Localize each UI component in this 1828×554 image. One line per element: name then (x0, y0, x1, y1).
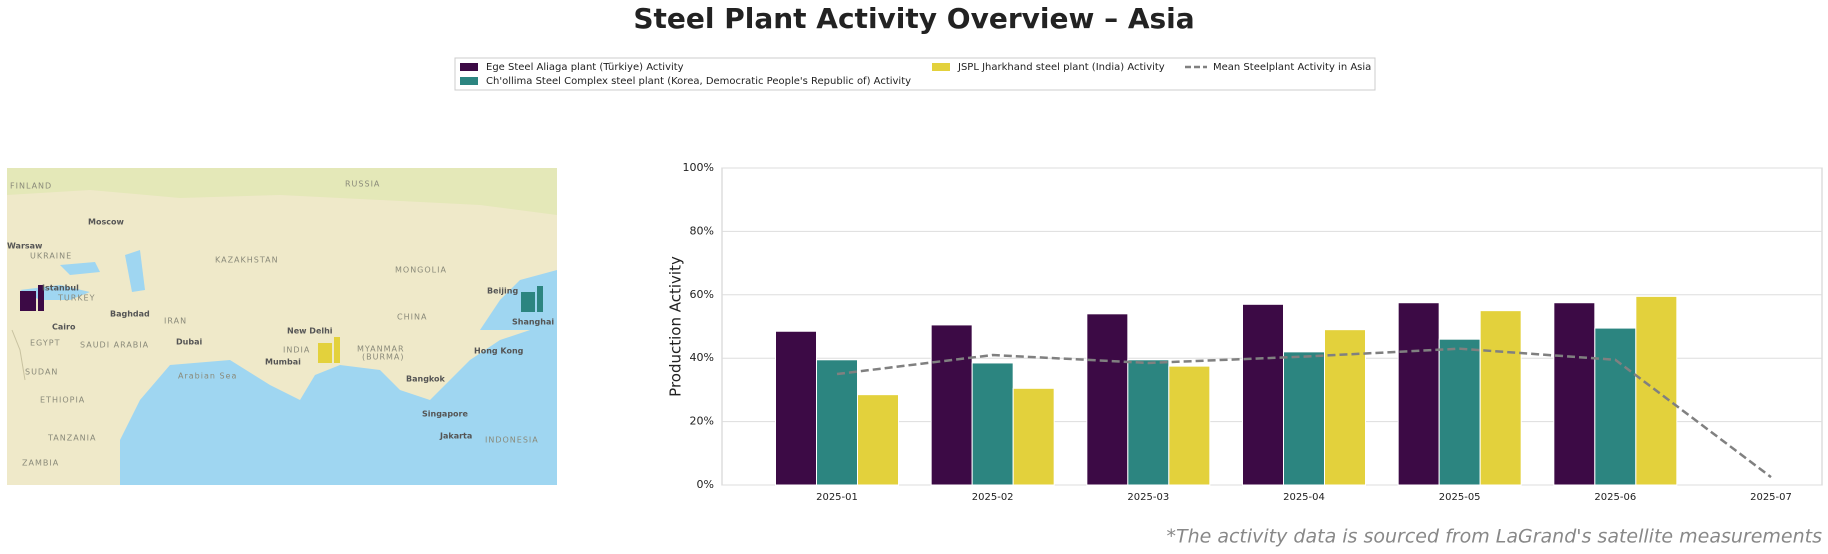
map-label: Bangkok (406, 375, 446, 384)
map-label: Cairo (52, 323, 76, 332)
x-tick-label: 2025-05 (1439, 492, 1481, 503)
map-label: Dubai (176, 338, 202, 347)
map-label: CHINA (397, 313, 427, 322)
map-label: New Delhi (287, 327, 333, 336)
map-label: EGYPT (30, 339, 60, 348)
legend-label: Ch'ollima Steel Complex steel plant (Kor… (486, 76, 911, 87)
map-label: Jakarta (439, 432, 472, 441)
bar (1127, 359, 1170, 486)
chart-title: Steel Plant Activity Overview – Asia (633, 2, 1194, 35)
bar (1438, 338, 1481, 486)
bar (1086, 313, 1129, 486)
y-tick-label: 100% (683, 161, 714, 174)
y-tick-label: 60% (690, 288, 714, 301)
plant-icon-ege (20, 285, 44, 311)
map-sea (480, 270, 557, 330)
bar (1594, 327, 1637, 486)
map-label: Istanbul (42, 284, 79, 293)
map-label: MYANMAR (357, 345, 405, 354)
bar (775, 330, 817, 486)
y-tick-label: 80% (690, 224, 714, 237)
bar (1479, 310, 1522, 486)
x-tick-label: 2025-04 (1283, 492, 1325, 503)
map-sea (20, 285, 90, 300)
plant-icon-jspl (318, 337, 340, 363)
x-tick-label: 2025-02 (972, 492, 1014, 503)
map-north (7, 168, 557, 215)
legend-swatch (460, 77, 478, 85)
legend-swatch (932, 63, 950, 71)
map-label: Baghdad (110, 310, 150, 319)
map-label: FINLAND (10, 182, 52, 191)
map-sea (60, 262, 100, 275)
map-label: RUSSIA (345, 180, 380, 189)
map-label: SUDAN (25, 368, 58, 377)
bar (816, 359, 858, 486)
x-tick-label: 2025-07 (1750, 492, 1792, 503)
x-tick-label: 2025-03 (1127, 492, 1169, 503)
legend-label: Mean Steelplant Activity in Asia (1213, 62, 1371, 73)
map-label: UKRAINE (30, 252, 72, 261)
bar (857, 394, 899, 486)
mean-line (836, 347, 1772, 479)
map-label: Hong Kong (474, 347, 524, 356)
y-tick-label: 40% (690, 351, 714, 364)
legend-label: JSPL Jharkhand steel plant (India) Activ… (957, 62, 1165, 73)
map-label: TANZANIA (47, 434, 97, 443)
map-label: Beijing (487, 287, 518, 296)
map (7, 168, 557, 485)
x-tick-label: 2025-01 (816, 492, 858, 503)
y-tick-label: 0% (697, 478, 714, 491)
map-label: INDONESIA (485, 436, 539, 445)
bar (971, 362, 1014, 486)
x-tick-label: 2025-06 (1594, 492, 1636, 503)
map-label: KAZAKHSTAN (215, 256, 279, 265)
map-label: ZAMBIA (22, 459, 59, 468)
plant-icon-chollima (521, 286, 543, 312)
map-label: MONGOLIA (395, 266, 447, 275)
map-label: SAUDI ARABIA (80, 341, 149, 350)
y-axis-label: Production Activity (667, 256, 685, 397)
y-tick-label: 20% (690, 415, 714, 428)
map-label: Warsaw (7, 242, 43, 251)
legend-label: Ege Steel Aliaga plant (Türkiye) Activit… (486, 62, 684, 73)
bar (1553, 302, 1596, 486)
map-label: INDIA (283, 346, 310, 355)
map-label: Singapore (422, 410, 468, 419)
map-ocean (120, 320, 557, 485)
map-label: IRAN (164, 317, 187, 326)
bar (1283, 351, 1325, 486)
legend-box (454, 57, 1376, 91)
map-label: Moscow (88, 218, 124, 227)
footnote: *The activity data is sourced from LaGra… (1166, 526, 1822, 548)
bar (930, 324, 973, 486)
map-sea (125, 250, 145, 292)
bar (1012, 387, 1055, 486)
map-label: Arabian Sea (178, 372, 237, 381)
map-label: (BURMA) (362, 353, 405, 362)
bar (1397, 302, 1440, 486)
legend-swatch (460, 63, 478, 71)
map-label: ETHIOPIA (40, 396, 85, 405)
map-label: Shanghai (512, 318, 554, 327)
map-label: Mumbai (265, 358, 301, 367)
bar (1242, 303, 1284, 486)
map-border (11, 329, 26, 381)
bar (1168, 365, 1211, 486)
map-label: TURKEY (57, 294, 96, 303)
